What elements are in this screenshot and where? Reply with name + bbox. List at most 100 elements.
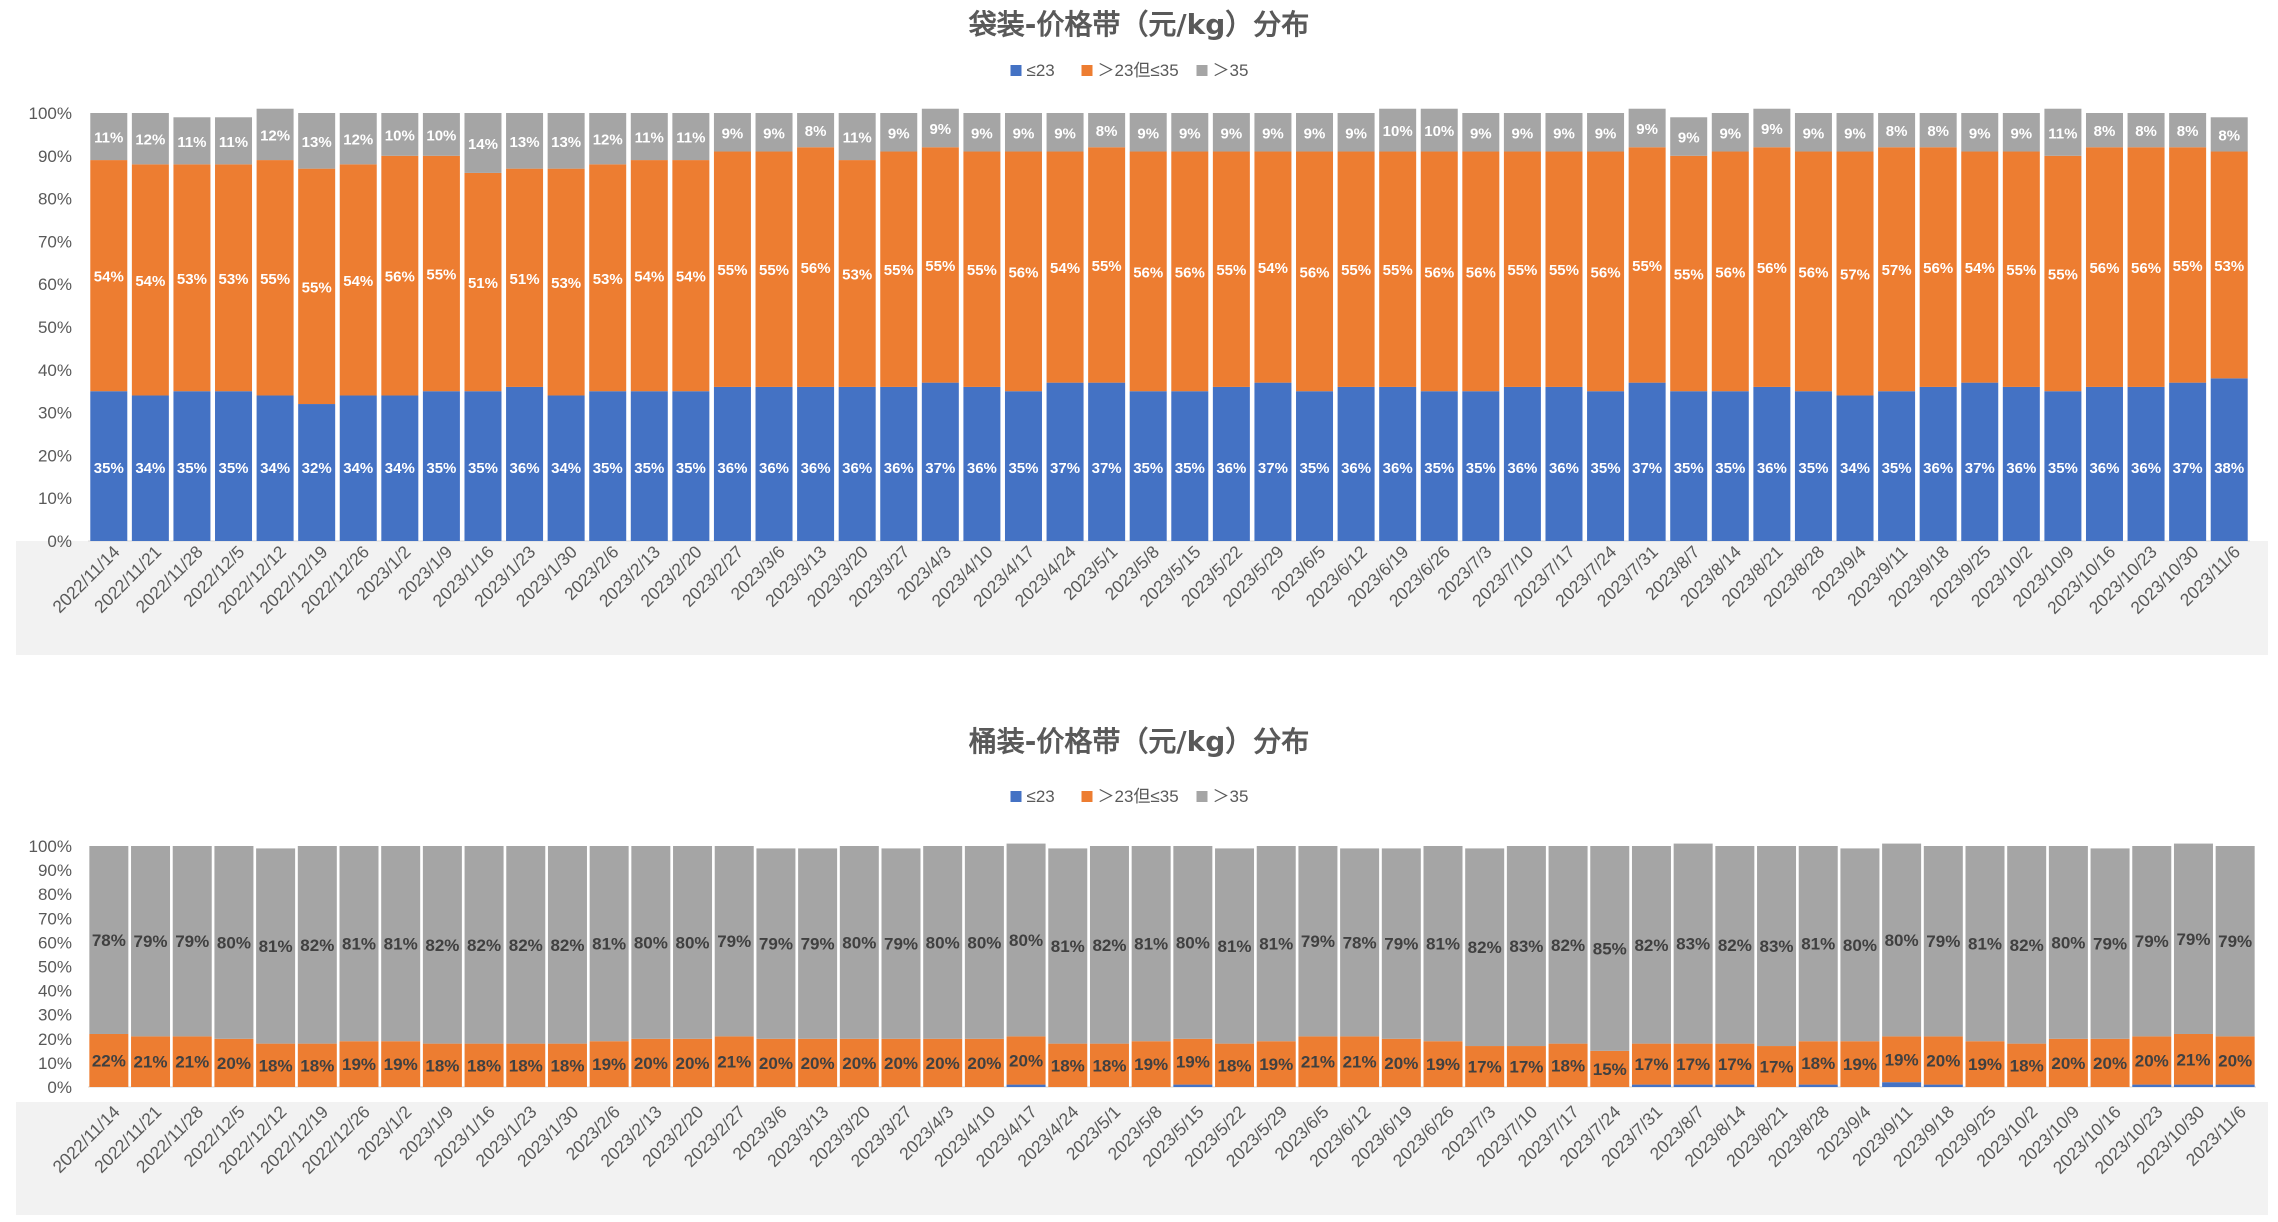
bar-segment[interactable]	[1673, 1084, 1713, 1087]
bar-segment[interactable]	[673, 846, 713, 1039]
bar-segment[interactable]	[798, 848, 838, 1039]
bar-segment[interactable]	[90, 391, 128, 541]
bar-segment[interactable]	[963, 113, 1001, 152]
bar-segment[interactable]	[1798, 1084, 1838, 1087]
bar-segment[interactable]	[1670, 117, 1708, 156]
bar-segment[interactable]	[1340, 1036, 1380, 1087]
bar-segment[interactable]	[1882, 843, 1922, 1037]
bar-segment[interactable]	[1923, 1036, 1963, 1085]
bar-segment[interactable]	[1631, 1043, 1671, 1085]
bar-segment[interactable]	[1212, 113, 1250, 152]
bar-segment[interactable]	[2007, 846, 2047, 1044]
bar-segment[interactable]	[1587, 113, 1625, 152]
bar-segment[interactable]	[2132, 1036, 2172, 1085]
bar-segment[interactable]	[1631, 846, 1671, 1044]
bar-segment[interactable]	[1545, 386, 1583, 541]
bar-segment[interactable]	[1587, 151, 1625, 392]
bar-segment[interactable]	[422, 391, 460, 541]
bar-segment[interactable]	[1379, 151, 1417, 387]
bar-segment[interactable]	[1631, 1084, 1671, 1087]
bar-segment[interactable]	[1503, 113, 1541, 152]
bar-segment[interactable]	[1836, 113, 1874, 152]
bar-segment[interactable]	[838, 160, 876, 387]
bar-segment[interactable]	[1628, 108, 1666, 148]
bar-segment[interactable]	[1046, 382, 1084, 541]
bar-segment[interactable]	[838, 386, 876, 541]
bar-segment[interactable]	[1171, 151, 1209, 392]
bar-segment[interactable]	[1919, 113, 1957, 148]
bar-segment[interactable]	[1961, 113, 1999, 152]
bar-segment[interactable]	[1548, 1043, 1588, 1087]
bar-segment[interactable]	[673, 1038, 713, 1087]
bar-segment[interactable]	[2002, 386, 2040, 541]
bar-segment[interactable]	[1628, 147, 1666, 383]
bar-segment[interactable]	[1840, 848, 1880, 1042]
bar-segment[interactable]	[547, 1043, 587, 1087]
bar-segment[interactable]	[1131, 1041, 1171, 1087]
bar-segment[interactable]	[172, 1036, 212, 1087]
bar-segment[interactable]	[1836, 151, 1874, 396]
bar-segment[interactable]	[90, 160, 128, 392]
bar-segment[interactable]	[2127, 386, 2165, 541]
bar-segment[interactable]	[630, 391, 668, 541]
bar-segment[interactable]	[1337, 113, 1375, 152]
bar-segment[interactable]	[339, 395, 377, 541]
bar-segment[interactable]	[798, 1038, 838, 1087]
bar-segment[interactable]	[1753, 386, 1791, 541]
bar-segment[interactable]	[1545, 151, 1583, 387]
bar-segment[interactable]	[1757, 846, 1797, 1047]
bar-segment[interactable]	[1587, 391, 1625, 541]
bar-segment[interactable]	[2215, 1084, 2255, 1087]
bar-segment[interactable]	[1046, 113, 1084, 152]
bar-segment[interactable]	[131, 395, 169, 541]
bar-segment[interactable]	[589, 164, 627, 392]
bar-segment[interactable]	[381, 155, 419, 396]
bar-segment[interactable]	[881, 1038, 921, 1087]
bar-segment[interactable]	[173, 391, 211, 541]
bar-segment[interactable]	[1006, 1084, 1046, 1087]
bar-segment[interactable]	[1296, 151, 1334, 392]
bar-segment[interactable]	[2085, 113, 2123, 148]
bar-segment[interactable]	[422, 155, 460, 392]
bar-segment[interactable]	[2210, 378, 2248, 541]
bar-segment[interactable]	[1423, 846, 1463, 1042]
bar-segment[interactable]	[1173, 1084, 1213, 1087]
bar-segment[interactable]	[506, 113, 544, 169]
bar-segment[interactable]	[963, 386, 1001, 541]
bar-segment[interactable]	[923, 846, 963, 1039]
bar-segment[interactable]	[298, 404, 336, 541]
bar-segment[interactable]	[1006, 843, 1046, 1037]
bar-segment[interactable]	[1048, 1043, 1088, 1087]
bar-segment[interactable]	[1465, 848, 1505, 1047]
bar-segment[interactable]	[672, 391, 710, 541]
bar-segment[interactable]	[589, 113, 627, 165]
bar-segment[interactable]	[589, 1041, 629, 1087]
bar-segment[interactable]	[1337, 151, 1375, 387]
bar-segment[interactable]	[172, 846, 212, 1037]
bar-segment[interactable]	[1004, 151, 1042, 392]
bar-segment[interactable]	[2002, 113, 2040, 152]
bar-segment[interactable]	[131, 164, 169, 396]
legend-item[interactable]: ≤23	[1010, 787, 1055, 806]
bar-segment[interactable]	[1420, 391, 1458, 541]
bar-segment[interactable]	[2085, 147, 2123, 387]
bar-segment[interactable]	[2090, 848, 2130, 1039]
bar-segment[interactable]	[880, 113, 918, 152]
bar-segment[interactable]	[1256, 846, 1296, 1042]
bar-segment[interactable]	[1340, 848, 1380, 1037]
bar-segment[interactable]	[1882, 1082, 1922, 1087]
bar-segment[interactable]	[1753, 108, 1791, 148]
bar-segment[interactable]	[1298, 1036, 1338, 1087]
bar-segment[interactable]	[1961, 382, 1999, 541]
bar-segment[interactable]	[1798, 1041, 1838, 1085]
bar-segment[interactable]	[2132, 846, 2172, 1037]
bar-segment[interactable]	[256, 160, 294, 396]
bar-segment[interactable]	[2044, 108, 2082, 156]
bar-segment[interactable]	[839, 1038, 879, 1087]
bar-segment[interactable]	[464, 1043, 504, 1087]
bar-segment[interactable]	[1129, 391, 1167, 541]
bar-segment[interactable]	[1506, 846, 1546, 1047]
bar-segment[interactable]	[1919, 147, 1957, 387]
bar-segment[interactable]	[2048, 1038, 2088, 1087]
bar-segment[interactable]	[1462, 113, 1500, 152]
